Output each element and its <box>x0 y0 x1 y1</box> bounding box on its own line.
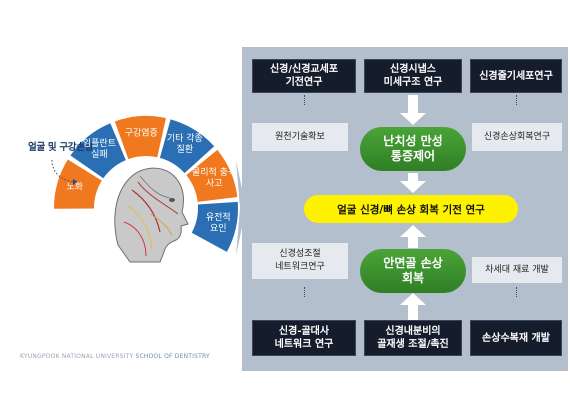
ring-segment <box>191 201 239 252</box>
dotted-connector <box>516 95 517 105</box>
university-credit: KYUNGPOOK NATIONAL UNIVERSITY SCHOOL OF … <box>20 353 210 360</box>
up-arrow-icon <box>400 293 426 305</box>
ring-segment <box>114 115 166 160</box>
bottom-note-right: 차세대 재료 개발 <box>472 257 562 283</box>
ring-segment <box>54 159 102 209</box>
facial-bone-recovery-goal: 안면골 손상 회복 <box>360 249 466 293</box>
top-research-box-1: 신경/신경교세포 기전연구 <box>252 59 356 93</box>
ring-segment-label: 구강염증 <box>124 128 158 139</box>
dotted-connector <box>304 95 305 105</box>
down-arrow-icon <box>400 181 426 193</box>
dotted-connector <box>516 287 517 297</box>
ring-segment-label: 노화 <box>66 182 84 193</box>
head-anatomy-illustration <box>96 158 196 263</box>
top-research-box-2: 신경시냅스 미세구조 연구 <box>364 59 462 93</box>
face-oral-injury-caption: 얼굴 및 구강손상 <box>28 142 94 153</box>
ring-segment-label: 임플란트 실패 <box>82 139 116 161</box>
university-name: KYUNGPOOK NATIONAL UNIVERSITY <box>20 353 134 360</box>
bottom-note-left: 신경성조절 네트워크연구 <box>252 243 348 279</box>
ring-segment <box>186 149 238 202</box>
ring-segment-label: 물리적 충격 사고 <box>191 168 237 190</box>
chronic-pain-goal: 난치성 만성 통증제어 <box>360 127 466 171</box>
bottom-research-box-3: 손상수복재 개발 <box>470 320 562 356</box>
dotted-connector <box>304 287 305 297</box>
bottom-research-box-2: 신경내분비의 골재생 조절/촉진 <box>364 320 462 356</box>
up-arrow-shaft <box>408 236 418 248</box>
up-arrow-shaft <box>408 304 418 322</box>
top-note-right: 신경손상회복연구 <box>472 123 562 151</box>
up-arrow-icon <box>400 225 426 237</box>
school-name: SCHOOL OF DENTISTRY <box>135 353 210 360</box>
bottom-research-box-1: 신경-골대사 네트워크 연구 <box>252 320 356 356</box>
top-note-left: 원천기술확보 <box>252 123 348 151</box>
research-flow-panel: 신경/신경교세포 기전연구 신경시냅스 미세구조 연구 신경줄기세포연구 원천기… <box>242 47 568 371</box>
central-research-goal: 얼굴 신경/뼈 손상 회복 기전 연구 <box>304 195 518 223</box>
down-arrow-shaft <box>408 173 418 185</box>
ring-segment <box>70 123 126 179</box>
down-arrow-icon <box>400 113 426 125</box>
ring-segment-label: 유전적 요인 <box>205 212 231 234</box>
ring-segment <box>159 119 215 174</box>
leader-arrowhead-icon <box>73 179 78 185</box>
chevron-arrow-icon <box>236 160 242 256</box>
ring-segment-label: 기타 각종 질환 <box>166 134 203 156</box>
flow-arrows <box>400 95 426 322</box>
down-arrow-shaft <box>408 95 418 115</box>
injury-cause-ring <box>51 115 242 263</box>
top-research-box-3: 신경줄기세포연구 <box>470 59 562 93</box>
